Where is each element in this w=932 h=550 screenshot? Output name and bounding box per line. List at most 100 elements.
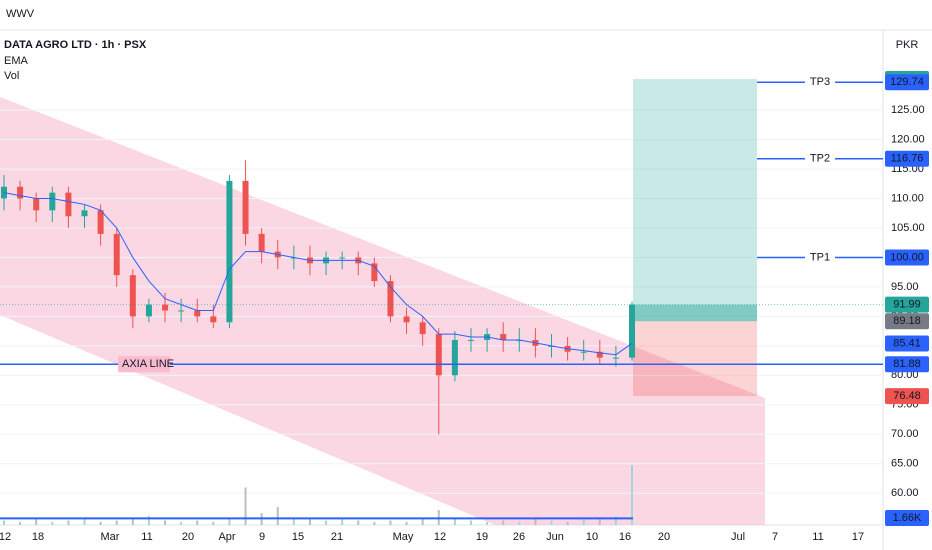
tp-label: TP2	[810, 153, 830, 165]
candle-body	[226, 180, 233, 323]
candle-body	[435, 334, 442, 376]
candle-body	[451, 339, 458, 376]
x-tick-label: Mar	[101, 531, 120, 543]
candle-body	[65, 192, 72, 217]
axia-label: AXIA LINE	[122, 358, 174, 370]
volume-bar	[196, 520, 199, 525]
tp-badge-bg	[885, 249, 929, 266]
candle-body	[596, 351, 603, 358]
tp-label-bg	[805, 249, 835, 266]
channel	[0, 97, 765, 525]
volume-bar	[598, 519, 601, 525]
volume-bar	[35, 519, 38, 525]
y-tick-label: 65.00	[891, 458, 919, 470]
candle-body	[81, 210, 88, 217]
x-tick-label: 12	[0, 531, 11, 543]
tp-label-bg	[805, 150, 835, 167]
y-tick-label: 60.00	[891, 487, 919, 499]
x-tick-label: 17	[852, 531, 864, 543]
y-tick-label: 70.00	[891, 428, 919, 440]
x-tick-label: 20	[658, 531, 670, 543]
x-tick-label: 19	[476, 531, 488, 543]
entry-badge-bg	[885, 313, 929, 330]
axia-badge-bg	[885, 356, 929, 373]
candle-body	[33, 198, 40, 211]
y-tick-label: 95.00	[891, 281, 919, 293]
y-tick-label: 120.00	[891, 134, 925, 146]
volume-bar	[582, 517, 585, 525]
x-tick-label: 9	[259, 531, 265, 543]
volume-bar	[164, 520, 167, 525]
stop-badge-bg	[885, 388, 929, 405]
volume-bar	[244, 487, 247, 525]
watchlist: WWV	[6, 8, 35, 20]
x-tick-label: May	[393, 531, 414, 543]
candle-body	[629, 304, 635, 358]
volume-bar	[51, 522, 54, 525]
volume-bar	[550, 520, 553, 525]
volume-bar	[566, 522, 569, 525]
tp-badge-bg	[885, 150, 929, 167]
volume-bar	[147, 516, 150, 525]
y-tick-label: 110.00	[891, 192, 924, 204]
volume-bar	[453, 519, 456, 525]
x-tick-label: 11	[812, 531, 823, 543]
axia-label-bg	[118, 356, 170, 373]
currency: PKR	[896, 39, 919, 51]
candle-body	[145, 304, 152, 317]
x-tick-label: 16	[619, 531, 631, 543]
volume-bar	[534, 519, 537, 525]
candle-body	[339, 257, 346, 259]
volume-bar	[99, 522, 102, 525]
volume-bar	[292, 517, 295, 525]
volume-bar	[341, 519, 344, 525]
volume-bar	[83, 517, 86, 525]
vol-badge: 1.66K	[893, 512, 922, 524]
tp-badge: 100.00	[890, 251, 924, 263]
x-tick-label: 7	[772, 531, 778, 543]
candle-body	[194, 310, 201, 317]
candle-body	[612, 357, 619, 359]
tp-badge: 129.74	[890, 76, 924, 88]
candle-body	[49, 192, 56, 211]
candle-body	[242, 180, 249, 234]
candle-body	[387, 281, 394, 317]
volume-bar	[614, 516, 617, 525]
ema-badge-bg	[885, 335, 929, 352]
candle-body	[500, 334, 507, 340]
symbol-title: DATA AGRO LTD · 1h · PSX	[4, 39, 147, 51]
x-tick-label: 21	[331, 531, 343, 543]
x-tick-label: Apr	[218, 531, 235, 543]
candle-body	[97, 210, 104, 234]
x-tick-label: 10	[586, 531, 598, 543]
indicator-label: Vol	[4, 70, 19, 82]
tp-badge: 116.76	[891, 153, 924, 165]
volume-bar	[357, 520, 360, 525]
x-tick-label: 12	[434, 531, 446, 543]
x-tick-label: Jun	[546, 531, 564, 543]
x-tick-label: Jul	[731, 531, 745, 543]
entry-badge: 89.18	[893, 315, 921, 327]
volume-bar	[502, 520, 505, 525]
volume-bar	[228, 519, 231, 525]
candle-body	[210, 316, 217, 323]
candle-body	[467, 339, 474, 341]
volume-bar	[3, 520, 5, 525]
axia-badge: 81.88	[893, 358, 921, 370]
volume-bar	[325, 520, 328, 525]
candle-body	[113, 233, 120, 276]
x-tick-label: 20	[182, 531, 194, 543]
y-tick-label: 105.00	[891, 222, 925, 234]
stop-badge: 76.48	[893, 390, 921, 402]
x-tick-label: 26	[513, 531, 525, 543]
tp-badge-bg	[885, 74, 929, 91]
volume-bar	[373, 522, 376, 525]
volume-bar	[486, 522, 489, 525]
tp-label-bg	[805, 74, 835, 91]
volume-bar	[67, 520, 70, 525]
x-tick-label: 18	[32, 531, 44, 543]
profit-fill	[633, 304, 757, 322]
candle-body	[403, 316, 410, 323]
volume-bar	[631, 465, 633, 525]
